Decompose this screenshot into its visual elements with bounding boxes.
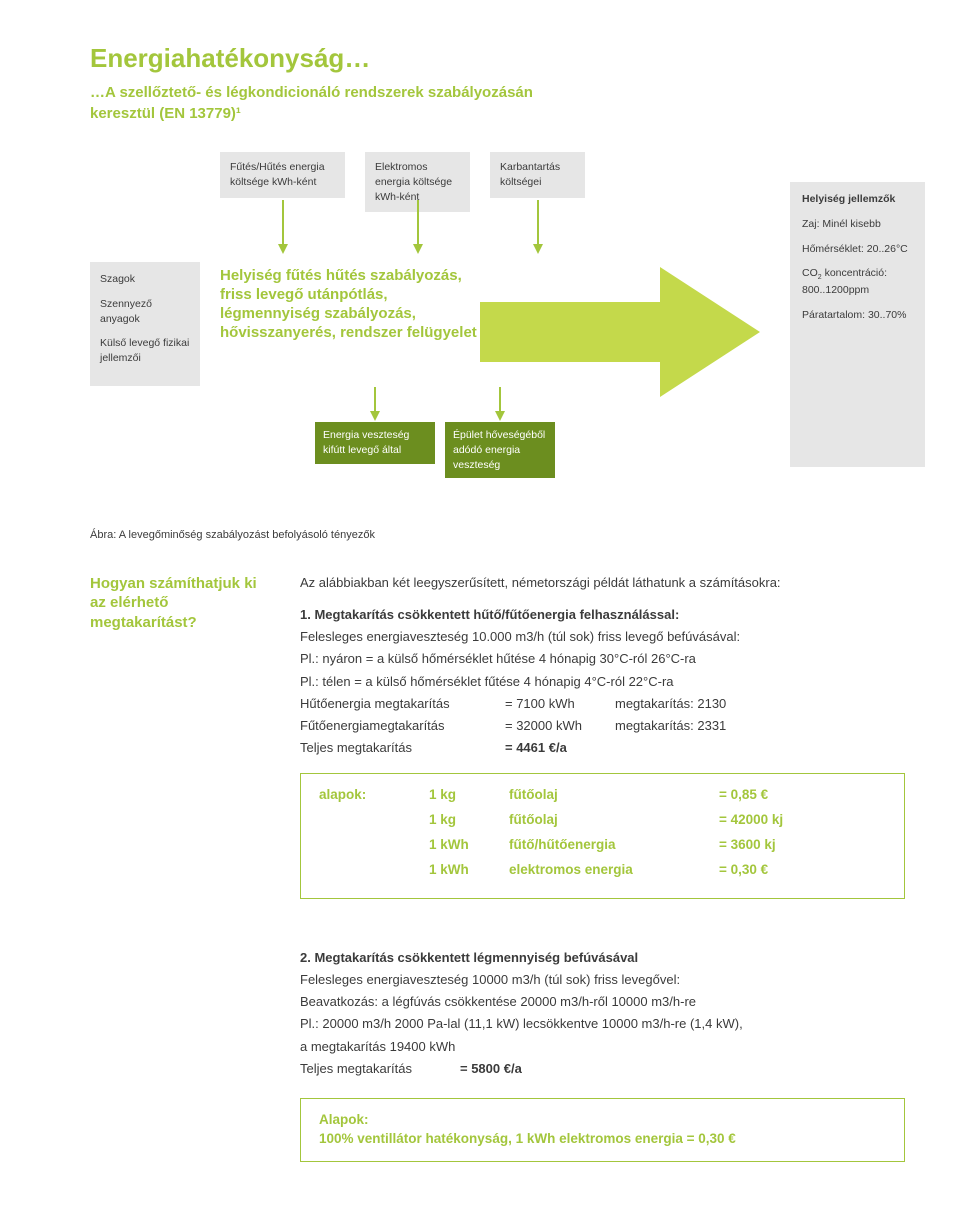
- calc-cell: = 4461 €/a: [505, 739, 615, 757]
- total-value: = 5800 €/a: [460, 1060, 522, 1078]
- diagram-caption: Ábra: A levegőminőség szabályozást befol…: [90, 528, 905, 543]
- arrow-stem: [417, 200, 419, 245]
- frame1-head-cell: [319, 861, 429, 880]
- flow-diagram: Fűtés/Hűtés energia költsége kWh-kéntEle…: [90, 152, 905, 522]
- calc-row: Teljes megtakarítás= 4461 €/a: [300, 739, 905, 757]
- s1-line: Pl.: nyáron = a külső hőmérséklet hűtése…: [300, 650, 905, 668]
- room-item-1: Hőmérséklet: 20..26°C: [802, 242, 913, 257]
- frame1-cell: = 0,85 €: [719, 786, 768, 805]
- total-label: Teljes megtakarítás: [300, 1060, 460, 1078]
- room-item-3: Páratartalom: 30..70%: [802, 308, 913, 323]
- frame1-cell: 1 kWh: [429, 836, 509, 855]
- arrow-down-icon: [413, 244, 423, 254]
- page-title: Energiahatékonyság…: [90, 40, 905, 76]
- section-body: Az alábbiakban két leegyszerűsített, ném…: [300, 574, 905, 899]
- frame2-head: Alapok:: [319, 1111, 886, 1130]
- calc-cell: megtakarítás: 2130: [615, 695, 726, 713]
- arrow-stem: [282, 200, 284, 245]
- arrow-down-icon: [495, 411, 505, 421]
- s2-line: Felesleges energiaveszteség 10000 m3/h (…: [300, 971, 905, 989]
- s2-line: a megtakarítás 19400 kWh: [300, 1038, 905, 1056]
- intro-text: Az alábbiakban két leegyszerűsített, ném…: [300, 574, 905, 592]
- frame1-row: 1 kgfűtőolaj= 42000 kj: [319, 811, 886, 830]
- frame1-head-cell: alapok:: [319, 786, 429, 805]
- frame1-cell: 1 kWh: [429, 861, 509, 880]
- side-item-0: Szagok: [100, 272, 190, 287]
- section-2: 2. Megtakarítás csökkentett légmennyiség…: [300, 949, 905, 1078]
- diagram-inputs: Szagok Szennyező anyagok Külső levegő fizi…: [90, 262, 200, 385]
- calc-cell: = 32000 kWh: [505, 717, 615, 735]
- big-arrow: [480, 267, 760, 397]
- side-item-2: Külső levegő fizikai jellemzői: [100, 336, 190, 365]
- section-label: Hogyan számíthatjuk ki az elérhető megta…: [90, 574, 270, 899]
- side-item-1: Szennyező anyagok: [100, 297, 190, 326]
- calc-cell: Teljes megtakarítás: [300, 739, 505, 757]
- frame1-cell: fűtő/hűtőenergia: [509, 836, 719, 855]
- calc-row: Fűtőenergiamegtakarítás= 32000 kWhmegtak…: [300, 717, 905, 735]
- room-item-2: CO2 koncentráció: 800..1200ppm: [802, 266, 913, 298]
- diagram-room-panel: Helyiség jellemzők Zaj: Minél kisebb Hőmé…: [790, 182, 925, 467]
- arrow-down-icon: [370, 411, 380, 421]
- section-savings: Hogyan számíthatjuk ki az elérhető megta…: [90, 574, 905, 899]
- s1-line: Felesleges energiaveszteség 10.000 m3/h …: [300, 628, 905, 646]
- frame1-row: 1 kWhfűtő/hűtőenergia= 3600 kj: [319, 836, 886, 855]
- frame1-head-cell: [319, 811, 429, 830]
- diagram-center: Helyiség fűtés hűtés szabályozás, friss …: [220, 267, 480, 342]
- frame1-cell: fűtőolaj: [509, 786, 719, 805]
- frame1-cell: elektromos energia: [509, 861, 719, 880]
- frame1-cell: = 42000 kj: [719, 811, 783, 830]
- top-box-2: Karbantartás költségei: [490, 152, 585, 197]
- calc-row: Hűtőenergia megtakarítás= 7100 kWhmegtak…: [300, 695, 905, 713]
- arrow-stem: [537, 200, 539, 245]
- basis-frame-2: Alapok: 100% ventillátor hatékonyság, 1 …: [300, 1098, 905, 1162]
- frame1-cell: fűtőolaj: [509, 811, 719, 830]
- heading-1: 1. Megtakarítás csökkentett hűtő/fűtőene…: [300, 606, 905, 624]
- s2-line: Pl.: 20000 m3/h 2000 Pa-lal (11,1 kW) le…: [300, 1015, 905, 1033]
- frame1-cell: = 0,30 €: [719, 861, 768, 880]
- arrow-down-icon: [533, 244, 543, 254]
- frame1-cell: = 3600 kj: [719, 836, 776, 855]
- bottom-box-1: Épület hőveségéből adódó energia vesztes…: [445, 422, 555, 478]
- s2-line: Beavatkozás: a légfúvás csökkentése 2000…: [300, 993, 905, 1011]
- calc-cell: Fűtőenergiamegtakarítás: [300, 717, 505, 735]
- s1-line: Pl.: télen = a külső hőmérséklet fűtése …: [300, 673, 905, 691]
- calc-cell: Hűtőenergia megtakarítás: [300, 695, 505, 713]
- frame2-line: 100% ventillátor hatékonyság, 1 kWh elek…: [319, 1130, 886, 1149]
- top-box-0: Fűtés/Hűtés energia költsége kWh-ként: [220, 152, 345, 197]
- calc-cell: = 7100 kWh: [505, 695, 615, 713]
- frame1-cell: 1 kg: [429, 786, 509, 805]
- frame1-row: alapok:1 kgfűtőolaj= 0,85 €: [319, 786, 886, 805]
- heading-2: 2. Megtakarítás csökkentett légmennyiség…: [300, 949, 905, 967]
- total-line: Teljes megtakarítás = 5800 €/a: [300, 1060, 905, 1078]
- calc-cell: megtakarítás: 2331: [615, 717, 726, 735]
- arrow-stem: [374, 387, 376, 412]
- arrow-down-icon: [278, 244, 288, 254]
- frame1-row: 1 kWhelektromos energia= 0,30 €: [319, 861, 886, 880]
- room-item-0: Zaj: Minél kisebb: [802, 217, 913, 232]
- bottom-box-0: Energia veszteség kifútt levegő által: [315, 422, 435, 463]
- page-subtitle: …A szellőztető- és légkondicionáló rends…: [90, 82, 540, 124]
- frame1-head-cell: [319, 836, 429, 855]
- frame1-cell: 1 kg: [429, 811, 509, 830]
- basis-frame-1: alapok:1 kgfűtőolaj= 0,85 €1 kgfűtőolaj=…: [300, 773, 905, 899]
- room-panel-heading: Helyiség jellemzők: [802, 192, 913, 207]
- arrow-stem: [499, 387, 501, 412]
